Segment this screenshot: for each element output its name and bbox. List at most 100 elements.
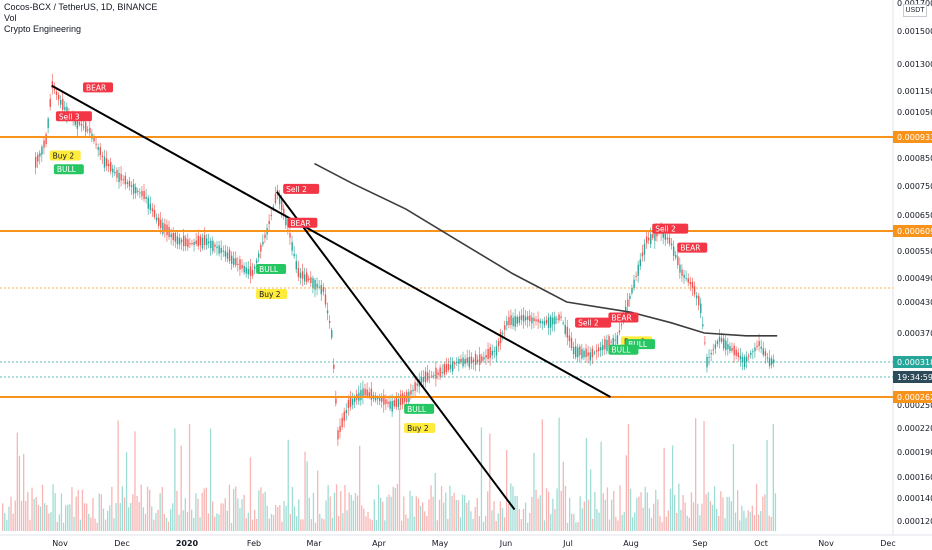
candle-body — [43, 140, 45, 148]
volume-bar — [470, 511, 472, 531]
candle-body — [101, 155, 104, 158]
candle-body — [157, 217, 160, 226]
volume-bar — [205, 487, 207, 531]
candle-body — [752, 351, 754, 353]
candle-body — [180, 239, 183, 243]
candle-body — [162, 222, 164, 234]
volume-bar — [711, 504, 714, 531]
candle-body — [451, 361, 454, 372]
candle-body — [766, 357, 769, 359]
candle-body — [93, 137, 95, 142]
candle-body — [485, 355, 487, 358]
signal-tag-bear — [608, 312, 639, 323]
volume-bar — [695, 418, 697, 531]
candle-body — [431, 375, 433, 377]
volume-bar — [732, 444, 735, 531]
candle-body — [74, 117, 76, 125]
volume-bar — [575, 522, 577, 531]
volume-bar — [277, 507, 279, 531]
candle-body — [145, 196, 147, 199]
candle-body — [710, 352, 712, 355]
volume-bar — [661, 522, 663, 531]
volume-bar — [608, 519, 611, 531]
volume-bar — [432, 496, 434, 531]
candle-body — [368, 392, 370, 397]
candle-body — [220, 247, 222, 253]
volume-bar — [96, 522, 98, 531]
volume-bar — [281, 521, 283, 531]
candle-body — [741, 357, 744, 363]
candle-body — [55, 91, 58, 95]
volume-bar — [533, 452, 535, 531]
volume-label[interactable]: Vol — [4, 13, 17, 23]
candle-body — [318, 286, 320, 288]
candle-body — [289, 233, 291, 238]
candle-body — [760, 346, 762, 349]
volume-bar — [163, 514, 165, 531]
candle-body — [698, 296, 700, 306]
volume-bar — [455, 499, 457, 531]
candle-body — [395, 396, 398, 407]
candle-body — [502, 333, 504, 335]
candle-body — [593, 352, 596, 354]
volume-bar — [669, 488, 672, 531]
candle-body — [435, 367, 437, 379]
candle-body — [122, 179, 124, 181]
volume-bar — [193, 518, 195, 531]
volume-bar — [466, 502, 468, 531]
volume-bar — [254, 509, 256, 531]
candle-body — [135, 187, 137, 194]
candle-body — [278, 195, 281, 205]
candle-body — [49, 98, 51, 107]
signal-tag-bull — [608, 344, 639, 355]
volume-bar — [121, 486, 123, 531]
symbol-title[interactable]: Cocos-BCX / TetherUS, 1D, BINANCE — [4, 2, 158, 12]
candle-body — [483, 357, 485, 360]
volume-bar — [174, 428, 176, 531]
volume-bar — [621, 514, 623, 531]
volume-bar — [745, 517, 747, 531]
candle-body — [339, 426, 341, 433]
candle-body — [370, 388, 373, 400]
candle-body — [720, 338, 723, 342]
volume-bar — [176, 490, 178, 531]
volume-bar — [625, 455, 627, 531]
candle-body — [333, 364, 335, 369]
candle-body — [631, 287, 633, 294]
volume-bar — [197, 498, 199, 531]
candle-body — [495, 346, 498, 356]
candle-body — [41, 146, 43, 155]
volume-bar — [739, 520, 741, 531]
volume-bar — [128, 507, 130, 531]
volume-bar — [554, 509, 556, 531]
candle-body — [764, 351, 767, 356]
candle-body — [362, 388, 364, 398]
indicator-label[interactable]: Crypto Engineering — [4, 24, 82, 34]
candle-body — [97, 147, 99, 150]
chart-legend: Cocos-BCX / TetherUS, 1D, BINANCE Vol Cr… — [4, 2, 157, 35]
volume-bar — [640, 492, 642, 531]
candle-body — [130, 185, 133, 187]
volume-bar — [590, 469, 592, 531]
currency-unit[interactable]: USDT — [903, 4, 927, 17]
candle-body — [595, 350, 598, 352]
candle-body — [512, 317, 514, 326]
candle-body — [322, 287, 325, 292]
candle-body — [718, 336, 721, 342]
volume-bar — [522, 509, 525, 531]
volume-bar — [367, 512, 369, 531]
volume-bar — [356, 495, 359, 531]
candle-body — [174, 232, 177, 242]
signal-tag-bear — [677, 242, 708, 253]
volume-bar — [768, 515, 770, 531]
candle-body — [562, 322, 564, 324]
volume-bar — [438, 499, 441, 531]
volume-bar — [755, 483, 758, 531]
volume-bar — [75, 496, 77, 531]
volume-bar — [314, 522, 317, 531]
volume-bar — [111, 486, 113, 531]
volume-bar — [449, 485, 451, 531]
volume-bar — [560, 490, 562, 531]
volume-bar — [529, 513, 531, 531]
